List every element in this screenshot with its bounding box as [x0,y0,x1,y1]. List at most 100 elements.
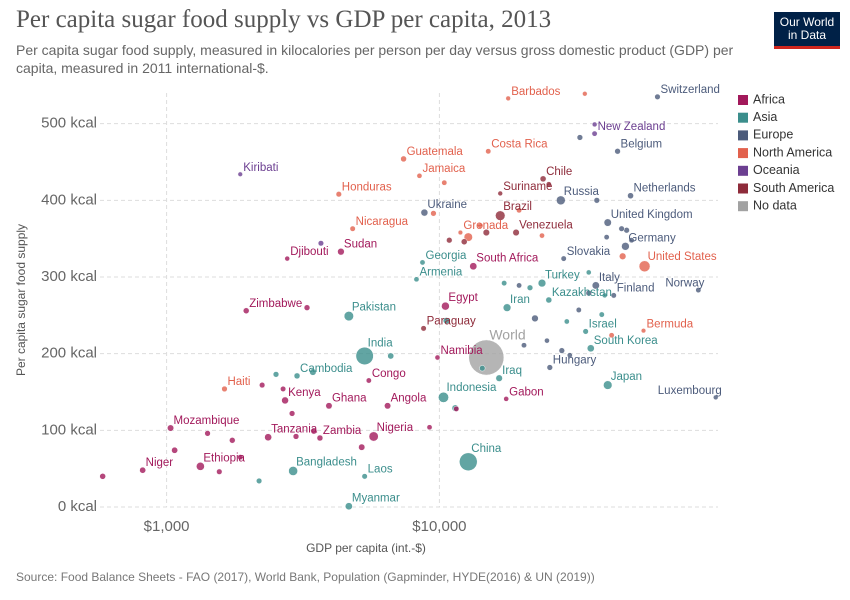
legend-label: South America [753,181,834,195]
point-label: Suriname [503,181,552,193]
point-label: United Kingdom [611,209,693,221]
point-label: Namibia [440,345,483,357]
legend-label: Europe [753,128,793,142]
dot [303,304,311,311]
point-label: Brazil [503,201,532,213]
dot [216,468,223,475]
point-label: Iran [510,294,530,306]
legend-swatch [738,148,748,159]
point-label: Pakistan [352,301,396,313]
dot [426,424,433,431]
point-label: Djibouti [290,246,328,258]
dot [349,225,356,232]
point-label: Iraq [502,365,522,377]
point-label: Armenia [419,267,462,279]
dot [516,207,522,214]
dot [526,284,534,291]
dot [384,402,392,410]
dot [610,292,617,299]
dot [99,473,106,480]
point-label: Luxembourg [658,385,722,397]
point-label: India [368,337,394,349]
y-axis-label: Per capita sugar food supply [14,224,28,376]
point-label: Gabon [509,386,544,398]
point-label: Ghana [332,393,367,405]
point-label: Kenya [288,387,321,399]
point-label: Israel [589,319,617,331]
dot [335,191,342,198]
dot [430,210,437,217]
point-label: Bangladesh [296,456,357,468]
dot [695,287,702,293]
point-label: Barbados [511,86,560,98]
x-axis-label: GDP per capita (int.-$) [306,541,426,555]
dot [601,292,608,299]
point-label: Haiti [227,376,250,388]
dot [453,405,460,412]
dot [627,192,634,200]
dot [593,197,600,204]
point-label: Costa Rica [491,139,548,151]
dot [280,385,287,392]
dot [365,377,372,384]
dot [317,240,324,247]
dot [167,424,175,432]
dot [713,394,719,401]
logo-line: in Data [787,28,827,42]
point-label: World [489,327,525,343]
point-label: Sudan [344,238,377,250]
dot [387,352,395,360]
point-label: Finland [617,283,655,295]
dot [441,301,450,311]
dot [505,95,511,102]
legend-label: Oceania [753,163,800,177]
point-label: Nicaragua [356,216,409,228]
legend-swatch [738,130,748,141]
point-label: South Africa [476,253,539,265]
dot [545,296,553,304]
point-label: Jamaica [422,163,465,175]
point-label: Kazakhstan [552,287,612,299]
dot [598,311,605,318]
point-label: South Korea [594,335,659,347]
y-tick-label: 200 kcal [41,345,97,362]
dot [413,276,420,283]
dot [355,346,374,365]
dot [358,443,366,451]
title: Per capita sugar food supply vs GDP per … [16,6,552,33]
dot [614,148,621,155]
dot [442,317,450,325]
point-label: Angola [391,393,427,405]
dot [654,93,661,100]
dot [420,208,429,217]
dot [460,238,468,246]
point-label: New Zealand [598,121,666,133]
dot [171,446,178,454]
dot [537,279,547,288]
dot [229,437,236,444]
dot [242,307,250,314]
dot [438,391,449,403]
dot [638,260,651,273]
x-tick-label: $1,000 [144,518,190,535]
legend-swatch [738,201,748,212]
point-label: Norway [665,277,704,289]
dot [621,242,630,251]
point-label: Kiribati [243,162,278,174]
dot [575,307,582,313]
dots [99,91,719,511]
y-tick-label: 100 kcal [41,421,97,438]
logo[interactable]: Our World in Data [774,12,840,49]
point-label: Ethiopia [203,452,245,464]
point-label: Guatemala [407,146,464,158]
point-label: Tanzania [271,424,318,436]
dot [603,234,610,241]
legend-label: Africa [753,92,785,106]
point-label: Laos [368,464,393,476]
point-label: Slovakia [567,246,611,258]
dot [482,228,490,237]
dot [501,280,508,287]
point-label: Zambia [323,425,362,437]
point-label: Chile [546,166,572,178]
